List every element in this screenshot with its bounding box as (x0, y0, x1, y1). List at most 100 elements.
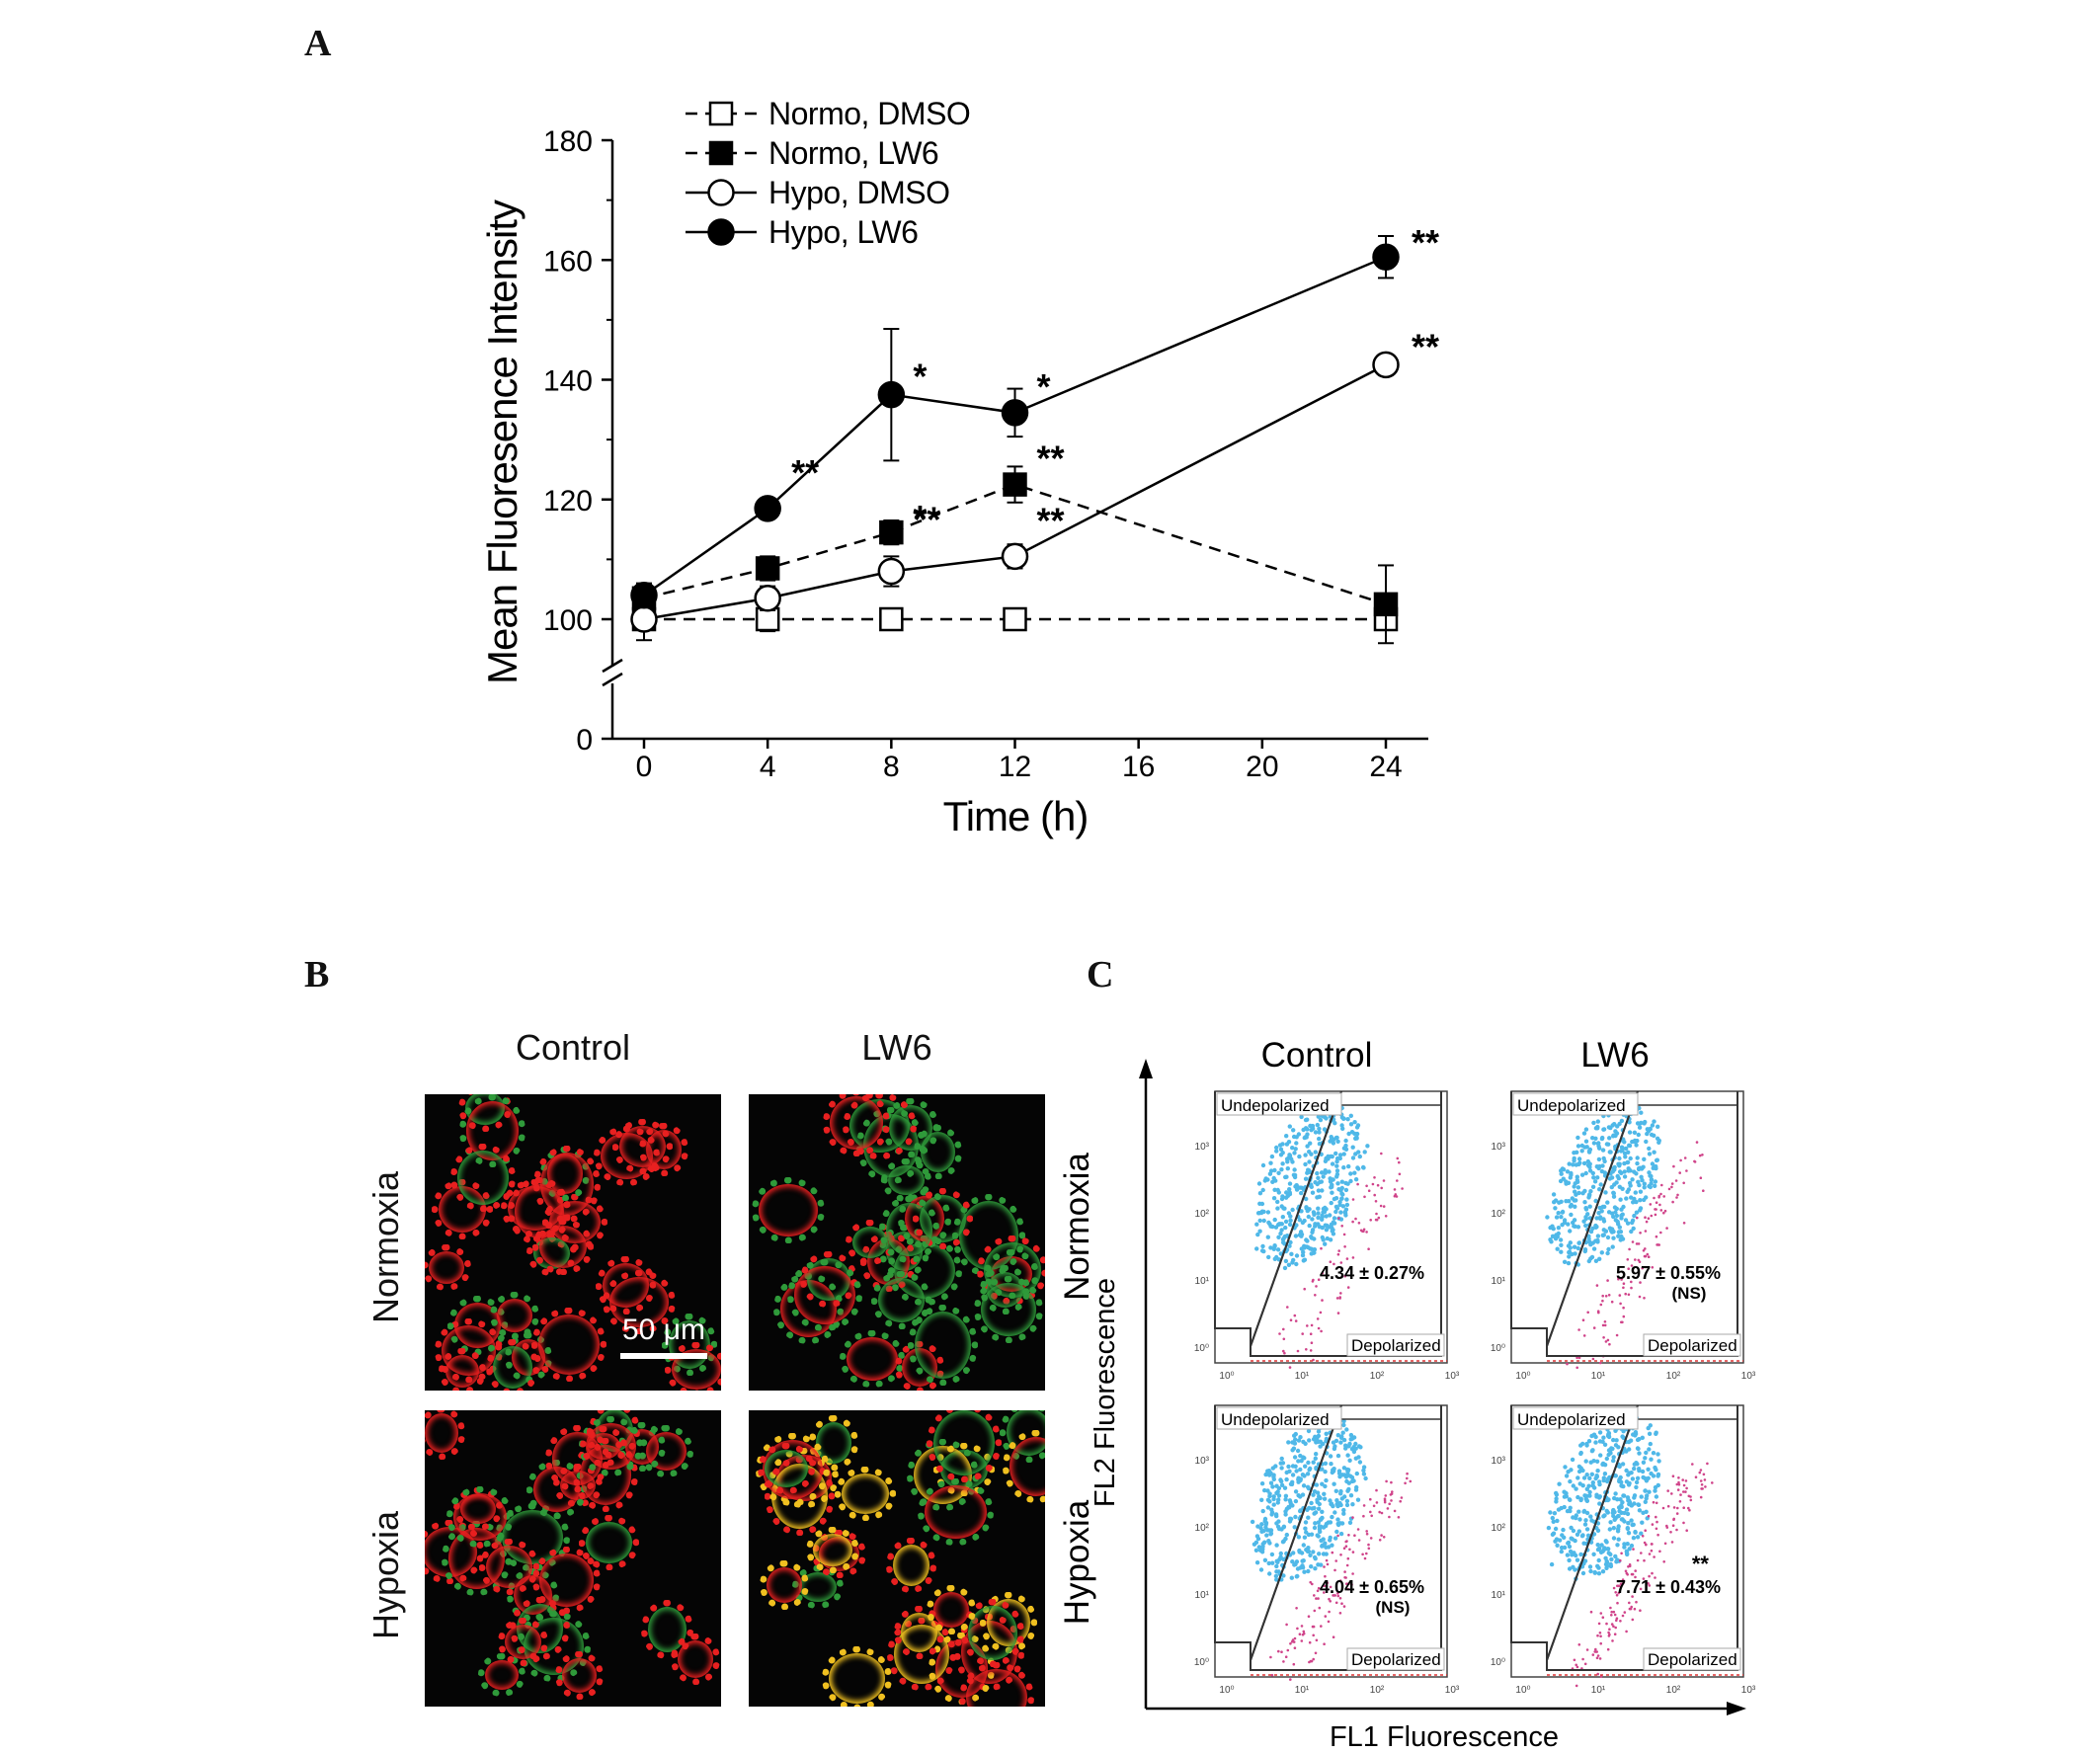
event-dot (1653, 1488, 1657, 1493)
event-dot (1307, 1615, 1311, 1618)
event-dot (1397, 1516, 1401, 1519)
data-point (879, 519, 904, 545)
event-dot (1399, 1499, 1402, 1503)
event-dot (1579, 1172, 1585, 1177)
event-dot (1639, 1531, 1644, 1536)
event-dot (1638, 1260, 1642, 1263)
event-dot (1583, 1459, 1588, 1464)
event-dot (1572, 1198, 1577, 1203)
event-dot (1575, 1532, 1580, 1537)
event-dot (1317, 1494, 1322, 1499)
x-tick-label: 16 (1122, 751, 1155, 783)
event-dot (1601, 1155, 1606, 1161)
event-dot (1317, 1326, 1321, 1330)
event-dot (1270, 1484, 1275, 1489)
event-dot (1384, 1494, 1388, 1497)
event-dot (1337, 1500, 1342, 1506)
fl1-tick-label: 10⁰ (1515, 1685, 1530, 1696)
event-dot (1651, 1523, 1655, 1526)
event-dot (1347, 1520, 1353, 1525)
significance-note: (NS) (1672, 1284, 1707, 1303)
significance-marker: ** (1412, 222, 1439, 263)
event-dot (1289, 1318, 1293, 1321)
event-dot (1338, 1579, 1342, 1582)
event-dot (1638, 1208, 1643, 1213)
event-dot (1670, 1541, 1674, 1544)
event-dot (1555, 1246, 1560, 1251)
event-dot (1332, 1481, 1336, 1486)
event-dot (1299, 1114, 1304, 1120)
event-dot (1312, 1278, 1315, 1282)
event-dot (1260, 1508, 1265, 1514)
event-dot (1627, 1143, 1632, 1148)
event-dot (1273, 1225, 1279, 1230)
event-dot (1338, 1297, 1341, 1300)
event-dot (1557, 1200, 1562, 1205)
event-dot (1299, 1459, 1304, 1464)
event-dot (1605, 1250, 1610, 1256)
event-dot (1564, 1199, 1569, 1204)
event-dot (1346, 1480, 1351, 1485)
event-dot (1611, 1508, 1616, 1513)
stained-cell (787, 1259, 862, 1331)
event-dot (1343, 1143, 1348, 1149)
event-dot (1273, 1464, 1278, 1469)
event-dot (1274, 1563, 1279, 1569)
event-dot (1339, 1554, 1342, 1556)
event-dot (1688, 1508, 1691, 1512)
event-dot (1265, 1235, 1270, 1239)
event-dot (1304, 1237, 1309, 1242)
event-dot (1575, 1475, 1580, 1480)
event-dot (1661, 1506, 1665, 1510)
event-dot (1575, 1684, 1578, 1688)
event-dot (1292, 1433, 1297, 1438)
event-dot (1299, 1190, 1304, 1196)
event-dot (1267, 1571, 1272, 1576)
event-dot (1613, 1218, 1618, 1223)
event-dot (1304, 1196, 1309, 1202)
event-dot (1637, 1467, 1642, 1472)
fl1-tick-label: 10¹ (1295, 1685, 1310, 1696)
event-dot (1286, 1211, 1292, 1216)
event-dot (1556, 1231, 1561, 1236)
event-dot (1351, 1256, 1355, 1259)
event-dot (1322, 1491, 1327, 1496)
event-dot (1337, 1217, 1340, 1220)
stained-cell (446, 1486, 514, 1548)
event-dot (1351, 1551, 1355, 1554)
event-dot (1328, 1610, 1331, 1614)
event-dot (1638, 1189, 1644, 1194)
event-dot (1328, 1538, 1333, 1543)
event-dot (1595, 1469, 1600, 1474)
event-dot (1548, 1237, 1553, 1242)
event-dot (1621, 1614, 1625, 1618)
event-dot (1626, 1521, 1631, 1526)
event-dot (1282, 1337, 1286, 1341)
event-dot (1644, 1450, 1649, 1456)
event-dot (1629, 1518, 1634, 1523)
significance-marker: * (913, 498, 927, 538)
event-dot (1639, 1232, 1642, 1235)
event-dot (1315, 1533, 1320, 1538)
event-dot (1282, 1349, 1285, 1353)
significance-marker: ** (1037, 500, 1065, 540)
event-dot (1699, 1469, 1703, 1472)
event-dot (1294, 1253, 1300, 1258)
event-dot (1338, 1435, 1344, 1440)
event-dot (1324, 1116, 1329, 1121)
event-dot (1617, 1477, 1622, 1482)
series-normo-dmso (631, 605, 1399, 633)
event-dot (1326, 1581, 1329, 1584)
event-dot (1384, 1215, 1388, 1218)
event-dot (1313, 1130, 1319, 1135)
event-dot (1262, 1540, 1267, 1545)
event-dot (1626, 1258, 1630, 1261)
event-dot (1682, 1483, 1686, 1487)
event-dot (1607, 1631, 1610, 1634)
event-dot (1650, 1543, 1654, 1546)
event-dot (1329, 1200, 1333, 1206)
event-dot (1622, 1542, 1627, 1547)
x-tick-label: 4 (760, 751, 776, 783)
event-dot (1583, 1518, 1588, 1523)
event-dot (1283, 1219, 1289, 1225)
